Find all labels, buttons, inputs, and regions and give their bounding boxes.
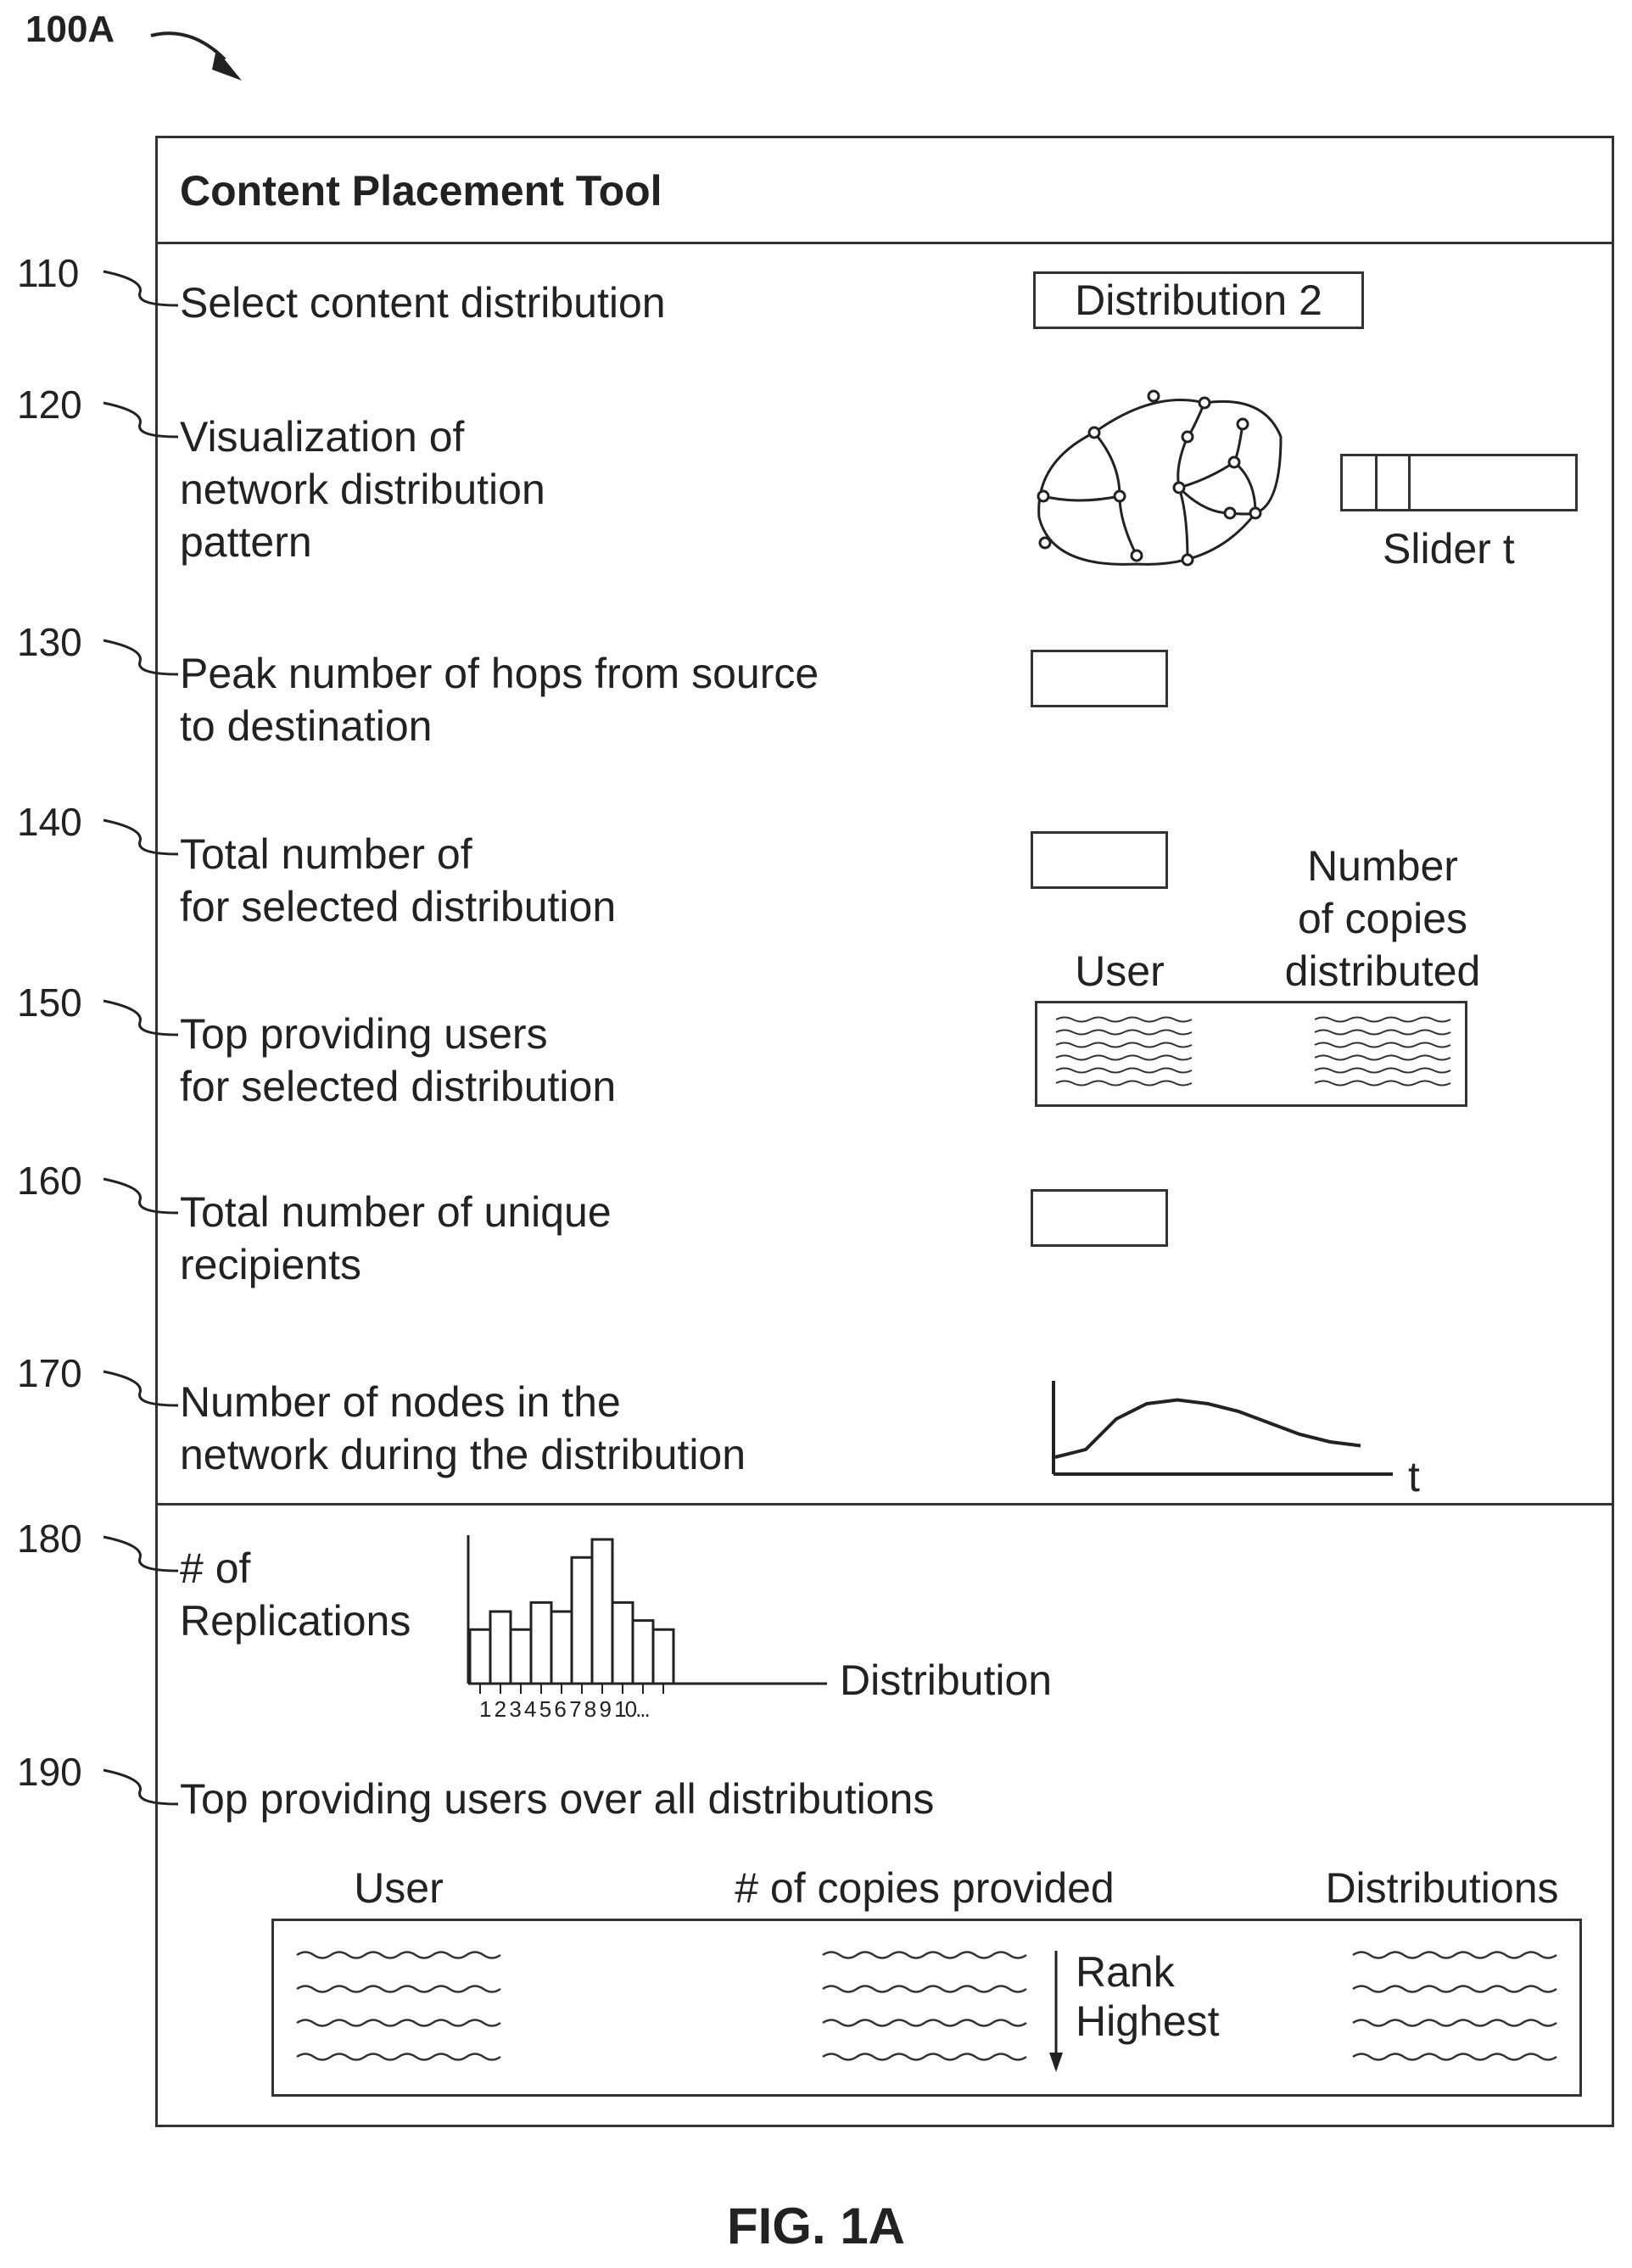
rep-bar-2 — [490, 1612, 511, 1684]
unique-recipients-value — [1031, 1189, 1168, 1247]
total-number-value — [1031, 831, 1168, 889]
ref-110: 110 — [17, 250, 79, 296]
label-top-users-all: Top providing users over all distributio… — [180, 1773, 934, 1825]
rep-chart-x-label: Distribution — [840, 1654, 1052, 1707]
time-slider[interactable] — [1340, 454, 1578, 511]
nodes-chart-x-label: t — [1408, 1450, 1420, 1503]
top-users-placeholder-rows — [1052, 1011, 1459, 1104]
label-replications: # of Replications — [180, 1542, 411, 1647]
rep-bar-5 — [551, 1612, 572, 1684]
label-select-distribution: Select content distribution — [180, 277, 666, 329]
ref-150: 150 — [17, 980, 82, 1025]
network-graph — [1026, 386, 1298, 581]
ref-180: 180 — [17, 1516, 82, 1561]
rep-bar-10 — [653, 1629, 673, 1684]
ref-160: 160 — [17, 1158, 82, 1204]
slider-label: Slider t — [1383, 522, 1515, 575]
label-nodes-in-network: Number of nodes in the network during th… — [180, 1376, 746, 1481]
label-visualization: Visualization of network distribution pa… — [180, 411, 545, 568]
top-users-col-copies: Number of copies distributed — [1247, 840, 1518, 997]
peak-hops-value — [1031, 650, 1168, 707]
label-top-users: Top providing users for selected distrib… — [180, 1008, 616, 1113]
label-unique-recipients: Total number of unique recipients — [180, 1186, 612, 1291]
rep-bar-8 — [612, 1602, 633, 1684]
all-users-placeholder-rows — [288, 1938, 1578, 2082]
all-users-col-distributions: Distributions — [1298, 1862, 1586, 1914]
rep-bar-6 — [572, 1557, 592, 1684]
rank-arrow-head — [1049, 2053, 1063, 2072]
ref-190: 190 — [17, 1749, 82, 1795]
ref-130: 130 — [17, 619, 82, 665]
figure-caption: FIG. 1A — [0, 2197, 1632, 2255]
all-users-col-user: User — [322, 1862, 475, 1914]
rep-bar-7 — [592, 1539, 612, 1684]
rep-bar-3 — [511, 1629, 531, 1684]
replication-histogram — [458, 1527, 831, 1688]
page-title: Content Placement Tool — [180, 166, 662, 215]
slider-handle[interactable] — [1375, 456, 1411, 509]
top-users-col-user: User — [1035, 945, 1204, 997]
all-users-col-copies: # of copies provided — [679, 1862, 1171, 1914]
rep-chart-tick-labels: 1 2 3 4 5 6 7 8 9 10... — [479, 1696, 649, 1723]
ref-140: 140 — [17, 799, 82, 845]
distribution-select[interactable]: Distribution 2 — [1033, 271, 1364, 329]
ref-120: 120 — [17, 382, 82, 427]
rep-bar-4 — [531, 1602, 551, 1684]
section-divider — [155, 1503, 1614, 1505]
rep-bar-9 — [633, 1621, 653, 1684]
ref-170: 170 — [17, 1350, 82, 1396]
nodes-series-line — [1055, 1400, 1361, 1458]
rep-bar-1 — [470, 1629, 490, 1684]
nodes-chart — [1043, 1374, 1400, 1484]
label-peak-hops: Peak number of hops from source to desti… — [180, 647, 819, 752]
label-total-number: Total number of for selected distributio… — [180, 828, 616, 933]
rank-highest-label: Rank Highest — [1076, 1947, 1220, 2046]
